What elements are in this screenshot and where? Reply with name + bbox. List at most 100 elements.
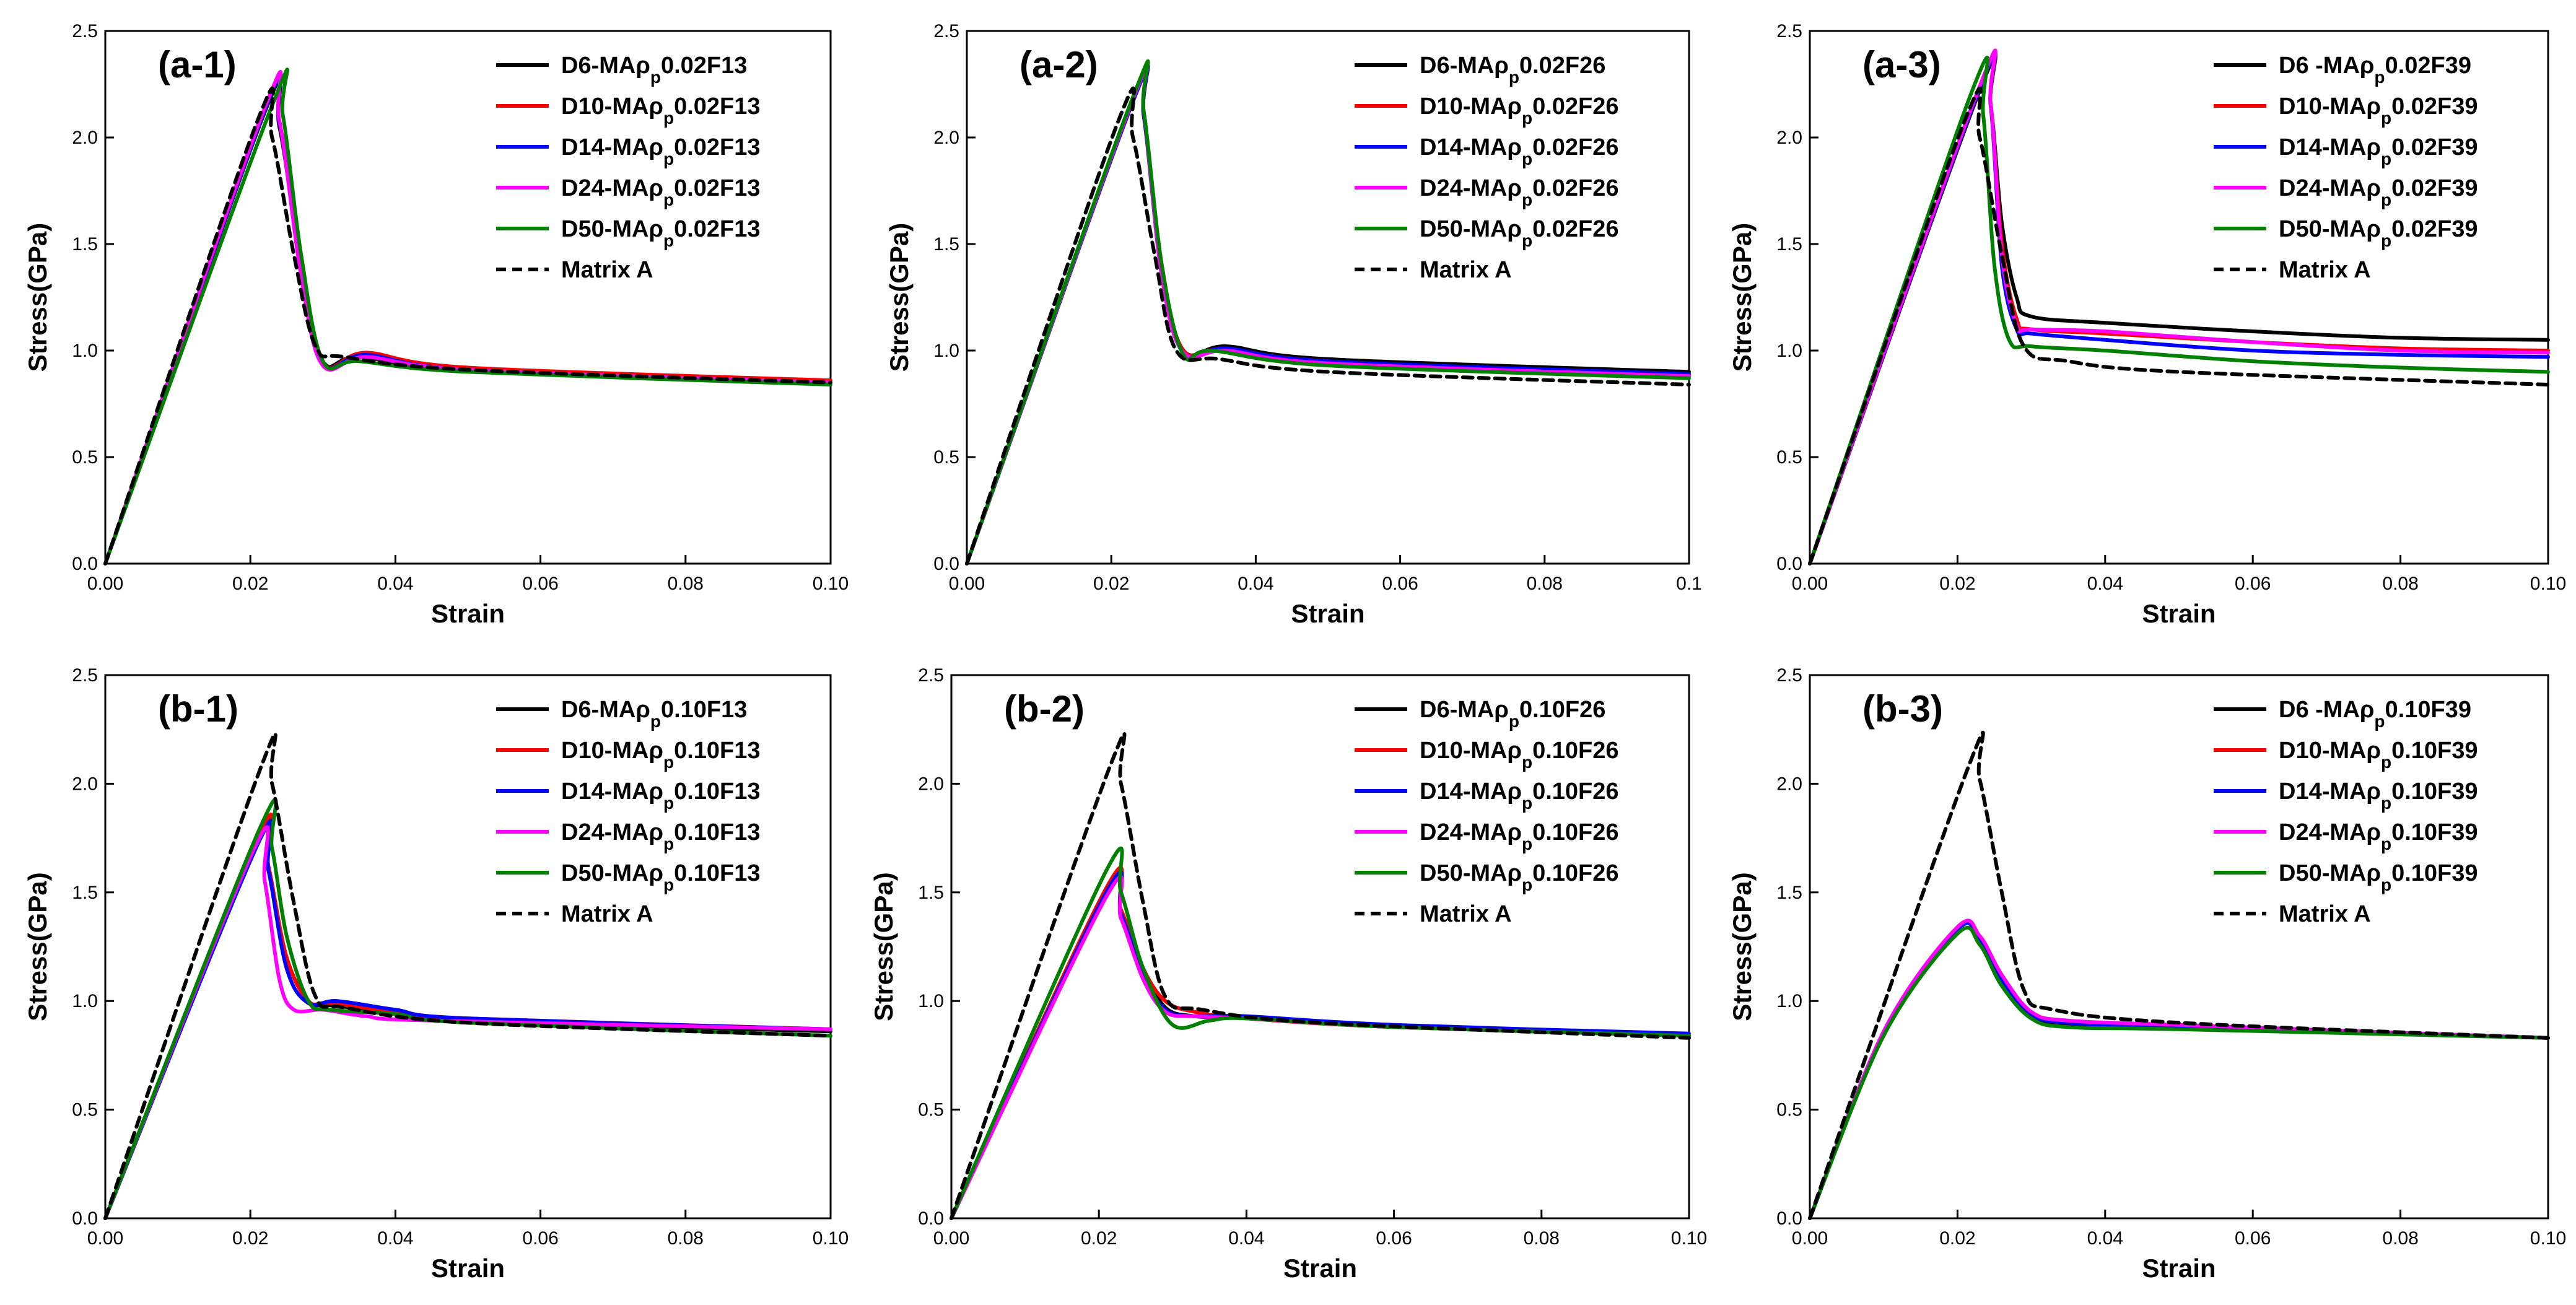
series-line-5 [1808,86,2550,565]
y-tick-label: 2.0 [72,774,98,794]
y-axis-label: Stress(GPa) [884,223,914,372]
x-tick-label: 0.10 [813,574,849,594]
y-tick-label: 0.0 [72,554,98,574]
x-tick-label: 0.04 [1228,1228,1264,1249]
series-line-4 [1808,925,2550,1220]
y-tick-label: 1.5 [933,234,959,255]
series-line-1 [1808,51,2550,565]
x-tick-label: 0.02 [1093,574,1129,594]
series-line-5 [103,86,832,565]
x-tick-label: 0.02 [232,1228,268,1249]
legend-label: D50-MAρp0.02F26 [1420,216,1619,250]
x-tick-label: 0.04 [2087,1228,2123,1249]
legend-label: Matrix A [2279,257,2371,283]
legend-label: D14-MAρp0.10F13 [561,779,761,813]
plot-frame [104,674,832,1220]
y-tick-label: 2.5 [1776,665,1802,686]
x-tick-label: 0.00 [933,1228,969,1249]
legend-label: D6-MAρp0.02F26 [1420,53,1605,87]
y-tick-label: 2.5 [933,21,959,41]
y-axis-label: Stress(GPa) [23,872,52,1021]
y-axis-label: Stress(GPa) [869,872,898,1021]
x-tick-label: 0.10 [813,1228,849,1249]
series-line-0 [950,870,1691,1220]
series-line-4 [1808,56,2550,565]
y-axis-label: Stress(GPa) [1727,872,1757,1021]
x-tick-label: 0.08 [2382,1228,2418,1249]
x-tick-label: 0.00 [87,574,123,594]
legend-label: D14-MAρp0.02F26 [1420,134,1619,168]
x-axis-label: Strain [431,1254,505,1283]
y-tick-label: 0.0 [918,1208,944,1229]
legend-label: D6-MAρp0.10F26 [1420,697,1605,731]
y-tick-label: 1.5 [72,883,98,903]
series-line-1 [950,865,1691,1220]
y-axis-label: Stress(GPa) [1727,223,1757,372]
legend-label: D14-MAρp0.02F39 [2279,134,2478,168]
y-tick-label: 2.5 [1776,21,1802,41]
x-tick-label: 0.00 [87,1228,123,1249]
series-line-5 [103,731,832,1220]
x-axis-label: Strain [2142,599,2216,628]
panel-tag: (b-2) [1004,688,1085,730]
legend-label: Matrix A [2279,901,2371,927]
legend-label: D14-MAρp0.02F13 [561,134,761,168]
y-tick-label: 2.0 [1776,128,1802,148]
y-tick-label: 1.5 [72,234,98,255]
x-tick-label: 0.04 [2087,574,2123,594]
y-tick-label: 2.5 [918,665,944,686]
legend-label: D50-MAρp0.10F39 [2279,860,2478,894]
series-line-1 [1808,919,2550,1220]
y-tick-label: 1.0 [72,991,98,1011]
legend-label: Matrix A [1420,257,1512,283]
y-tick-label: 0.0 [933,554,959,574]
y-tick-label: 2.5 [72,21,98,41]
legend-label: D10-MAρp0.02F13 [561,94,761,128]
plot-frame [1809,30,2549,565]
y-tick-label: 1.0 [918,991,944,1011]
y-tick-label: 1.0 [1776,991,1802,1011]
chart-panel-b-1: 0.00 0.02 0.04 0.06 0.08 0.10 0.0 0.5 1.0 1.5 2.0 2… [23,665,849,1283]
y-tick-label: 1.5 [918,883,944,903]
panel-tag: (b-3) [1862,688,1943,730]
series-line-5 [965,86,1691,565]
legend-label: D6-MAρp0.02F13 [561,53,747,87]
x-axis-label: Strain [2142,1254,2216,1283]
chart-panel-a-3: 0.00 0.02 0.04 0.06 0.08 0.10 0.0 0.5 1.0 1.5 2.0 2… [1727,21,2566,628]
legend-label: D10-MAρp0.10F13 [561,738,761,772]
x-tick-label: 0.10 [1671,1228,1707,1249]
plot-frame [966,30,1690,565]
series-line-2 [1808,50,2550,565]
legend-label: Matrix A [561,257,653,283]
y-tick-label: 0.5 [933,447,959,468]
y-tick-label: 0.0 [1776,1208,1802,1229]
legend-label: D24-MAρp0.02F13 [561,175,761,209]
x-tick-label: 0.10 [2530,1228,2566,1249]
series-line-0 [1808,921,2550,1220]
legend-label: D10-MAρp0.10F39 [2279,738,2478,772]
x-axis-label: Strain [1283,1254,1357,1283]
panel-tag: (a-1) [158,44,237,85]
legend-label: D6-MAρp0.10F13 [561,697,747,731]
legend-label: D10-MAρp0.02F39 [2279,94,2478,128]
x-tick-label: 0.10 [2530,574,2566,594]
legend-label: D6 -MAρp0.02F39 [2279,53,2471,87]
x-tick-label: 0.06 [1382,574,1418,594]
y-tick-label: 1.0 [72,341,98,361]
series-line-3 [950,875,1691,1220]
legend-label: D50-MAρp0.02F39 [2279,216,2478,250]
legend-label: Matrix A [1420,901,1512,927]
chart-panel-b-2: 0.00 0.02 0.04 0.06 0.08 0.10 0.0 0.5 1.0 1.5 2.0 2… [869,665,1707,1283]
plot-frame [950,674,1690,1220]
y-tick-label: 1.5 [1776,883,1802,903]
x-tick-label: 0.06 [1376,1228,1412,1249]
x-tick-label: 0.02 [1939,1228,1975,1249]
legend-label: D24-MAρp0.10F39 [2279,819,2478,853]
x-tick-label: 0.04 [1238,574,1273,594]
x-tick-label: 0.06 [2235,574,2271,594]
y-axis-label: Stress(GPa) [23,223,52,372]
y-tick-label: 2.0 [918,774,944,794]
series-line-3 [1808,919,2550,1220]
series-line-0 [1808,53,2550,565]
y-tick-label: 0.5 [918,1100,944,1120]
